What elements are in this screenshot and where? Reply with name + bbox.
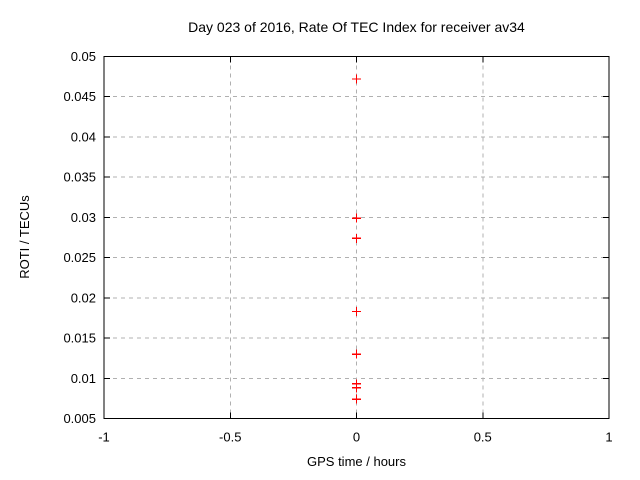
y-tick-label: 0.025 <box>63 250 96 265</box>
x-tick-label: -0.5 <box>219 430 241 445</box>
y-tick-label: 0.04 <box>71 129 96 144</box>
x-axis-label: GPS time / hours <box>307 454 406 469</box>
plot-border <box>103 56 610 419</box>
y-tick-label: 0.015 <box>63 331 96 346</box>
y-tick-label: 0.05 <box>71 49 96 64</box>
x-tick-label: -1 <box>98 430 110 445</box>
y-tick-label: 0.01 <box>71 371 96 386</box>
y-tick-label: 0.045 <box>63 89 96 104</box>
x-tick-label: 1 <box>605 430 612 445</box>
y-tick-label: 0.02 <box>71 290 96 305</box>
y-tick-label: 0.035 <box>63 170 96 185</box>
y-tick-label: 0.03 <box>71 210 96 225</box>
chart-title: Day 023 of 2016, Rate Of TEC Index for r… <box>188 19 525 35</box>
x-tick-label: 0 <box>353 430 360 445</box>
y-tick-label: 0.005 <box>63 411 96 426</box>
x-tick-label: 0.5 <box>474 430 492 445</box>
